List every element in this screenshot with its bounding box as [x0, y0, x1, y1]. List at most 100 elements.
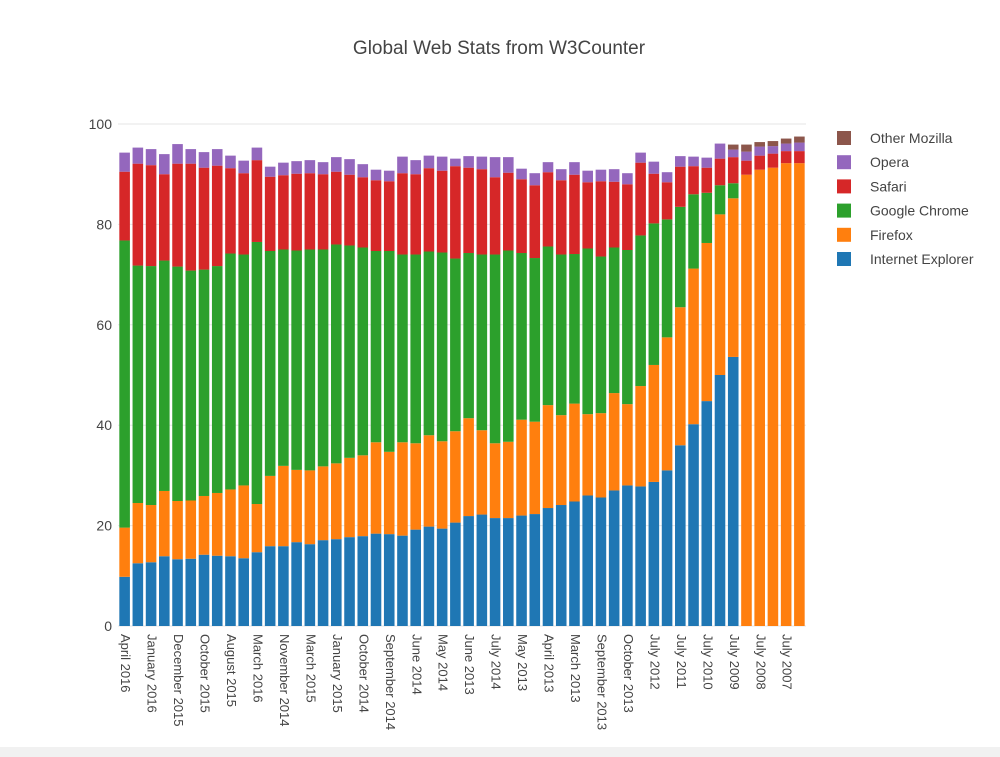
bar-segment-google-chrome [436, 252, 448, 442]
bar-segment-opera [476, 156, 488, 170]
bar-segment-firefox [727, 198, 739, 357]
bar-segment-opera [211, 149, 223, 166]
bar-segment-firefox [489, 443, 501, 519]
bar-segment-safari [516, 179, 527, 254]
bar-segment-firefox [264, 475, 276, 547]
bar-segment-safari [185, 163, 197, 271]
bar-segment-opera [225, 155, 236, 169]
bar-segment-safari [317, 174, 329, 250]
bar-segment-safari [622, 184, 633, 251]
x-tick-label: March 2013 [568, 634, 583, 703]
bar-segment-internet-explorer [251, 552, 263, 626]
bar-segment-internet-explorer [688, 424, 699, 626]
bar-segment-safari [767, 153, 779, 168]
bar-segment-safari [119, 171, 130, 241]
x-tick-label: July 2011 [674, 634, 689, 689]
bar-segment-firefox [608, 393, 620, 491]
bar-segment-google-chrome [714, 185, 726, 215]
bar-segment-firefox [317, 466, 329, 541]
bar-segment-safari [410, 174, 421, 255]
bar-segment-google-chrome [569, 254, 580, 404]
bar-segment-internet-explorer [304, 544, 316, 626]
bar-segment-other-mozilla [741, 144, 752, 152]
bars [119, 136, 805, 626]
bar-segment-opera [727, 149, 739, 158]
bar-segment-firefox [278, 465, 289, 547]
bar-segment-firefox [542, 405, 554, 509]
bar-segment-safari [741, 160, 752, 175]
bar-segment-google-chrome [727, 183, 739, 199]
bar-segment-safari [370, 180, 382, 252]
bar-segment-google-chrome [701, 192, 713, 243]
bar-segment-safari [608, 181, 620, 248]
bar-segment-internet-explorer [582, 495, 593, 626]
bar-segment-firefox [291, 469, 302, 543]
bar-segment-internet-explorer [608, 490, 620, 626]
bar-segment-firefox [635, 386, 646, 487]
bar-segment-safari [754, 155, 765, 170]
bar-segment-internet-explorer [225, 556, 236, 626]
bar-segment-opera [383, 170, 395, 182]
bar-segment-safari [555, 180, 567, 255]
bar-segment-internet-explorer [317, 540, 329, 626]
bar-segment-google-chrome [185, 270, 197, 501]
bar-segment-internet-explorer [595, 497, 607, 626]
bar-segment-google-chrome [383, 251, 395, 452]
bar-segment-firefox [172, 501, 183, 560]
bar-segment-other-mozilla [794, 136, 805, 143]
bar-segment-safari [238, 173, 249, 255]
bar-segment-internet-explorer [238, 558, 249, 626]
y-tick-label: 80 [96, 216, 112, 232]
bar-segment-firefox [450, 431, 461, 523]
bar-segment-google-chrome [211, 266, 223, 493]
bar-segment-opera [555, 169, 567, 181]
bar-segment-safari [582, 182, 593, 249]
legend-item-label: Google Chrome [870, 203, 969, 219]
bar-segment-internet-explorer [119, 576, 130, 626]
bar-segment-safari [701, 167, 713, 193]
bar-segment-internet-explorer [145, 562, 157, 626]
bar-segment-opera [159, 154, 170, 175]
bar-segment-safari [688, 166, 699, 195]
bar-segment-opera [145, 149, 157, 166]
bar-segment-safari [714, 158, 726, 186]
bar-segment-opera [172, 144, 183, 164]
bar-segment-safari [542, 172, 554, 247]
bar-segment-internet-explorer [278, 546, 289, 626]
bar-segment-opera [185, 149, 197, 164]
bar-segment-opera [542, 162, 554, 173]
bar-segment-firefox [569, 403, 580, 502]
bar-segment-internet-explorer [661, 470, 673, 626]
bar-segment-other-mozilla [727, 144, 739, 150]
bar-segment-opera [331, 157, 342, 172]
bar-segment-safari [211, 165, 223, 267]
legend-swatch [837, 252, 851, 266]
bar-segment-firefox [463, 418, 474, 517]
bar-segment-opera [622, 173, 633, 185]
bar-segment-firefox [410, 443, 421, 530]
bar-segment-google-chrome [225, 253, 236, 490]
x-tick-label: July 2007 [780, 634, 795, 690]
bar-segment-safari [357, 177, 369, 248]
bar-segment-safari [450, 166, 461, 259]
bar-segment-google-chrome [357, 247, 369, 456]
bar-segment-internet-explorer [436, 528, 448, 626]
bar-segment-safari [172, 163, 183, 267]
bar-segment-safari [794, 151, 805, 164]
bar-segment-internet-explorer [675, 445, 686, 626]
bar-segment-internet-explorer [132, 563, 144, 626]
bar-segment-google-chrome [423, 251, 435, 436]
bar-segment-google-chrome [555, 254, 567, 416]
x-tick-label: November 2014 [277, 634, 292, 727]
bar-segment-google-chrome [172, 266, 183, 502]
bar-segment-opera [463, 156, 474, 168]
bar-segment-google-chrome [476, 254, 488, 431]
bar-segment-firefox [159, 490, 170, 557]
bar-segment-opera [741, 151, 752, 161]
bar-segment-google-chrome [622, 250, 633, 405]
bar-segment-safari [291, 173, 302, 251]
legend-item-label: Safari [870, 178, 907, 194]
chart-title: Global Web Stats from W3Counter [353, 38, 646, 59]
x-tick-label: January 2015 [330, 634, 345, 713]
bar-segment-internet-explorer [198, 554, 210, 626]
